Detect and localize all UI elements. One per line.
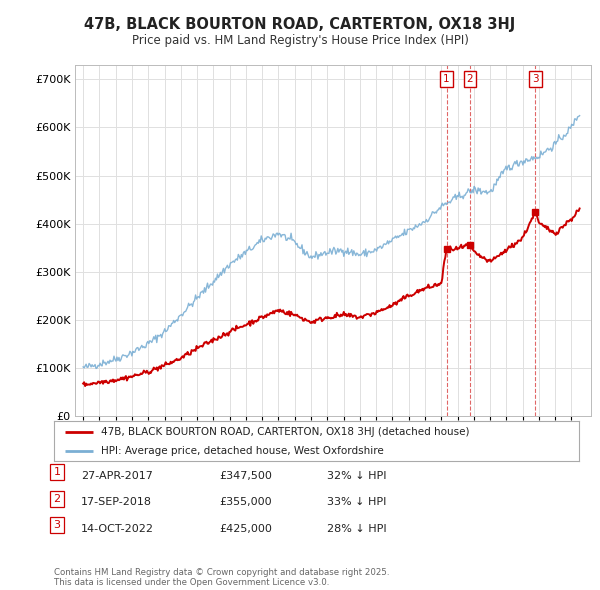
- Text: 2: 2: [53, 494, 61, 504]
- Text: 47B, BLACK BOURTON ROAD, CARTERTON, OX18 3HJ (detached house): 47B, BLACK BOURTON ROAD, CARTERTON, OX18…: [101, 428, 470, 438]
- Text: 28% ↓ HPI: 28% ↓ HPI: [327, 524, 386, 534]
- Text: HPI: Average price, detached house, West Oxfordshire: HPI: Average price, detached house, West…: [101, 447, 384, 456]
- Text: 1: 1: [53, 467, 61, 477]
- Text: 27-APR-2017: 27-APR-2017: [81, 471, 153, 481]
- Text: £355,000: £355,000: [219, 497, 272, 507]
- Text: 17-SEP-2018: 17-SEP-2018: [81, 497, 152, 507]
- Text: 1: 1: [443, 74, 450, 84]
- Text: 33% ↓ HPI: 33% ↓ HPI: [327, 497, 386, 507]
- Text: 47B, BLACK BOURTON ROAD, CARTERTON, OX18 3HJ: 47B, BLACK BOURTON ROAD, CARTERTON, OX18…: [85, 17, 515, 31]
- Text: Price paid vs. HM Land Registry's House Price Index (HPI): Price paid vs. HM Land Registry's House …: [131, 34, 469, 47]
- Text: 14-OCT-2022: 14-OCT-2022: [81, 524, 154, 534]
- Text: 3: 3: [532, 74, 539, 84]
- Text: 3: 3: [53, 520, 61, 530]
- Text: £347,500: £347,500: [219, 471, 272, 481]
- Text: £425,000: £425,000: [219, 524, 272, 534]
- Text: 32% ↓ HPI: 32% ↓ HPI: [327, 471, 386, 481]
- Text: 2: 2: [466, 74, 473, 84]
- Text: Contains HM Land Registry data © Crown copyright and database right 2025.
This d: Contains HM Land Registry data © Crown c…: [54, 568, 389, 587]
